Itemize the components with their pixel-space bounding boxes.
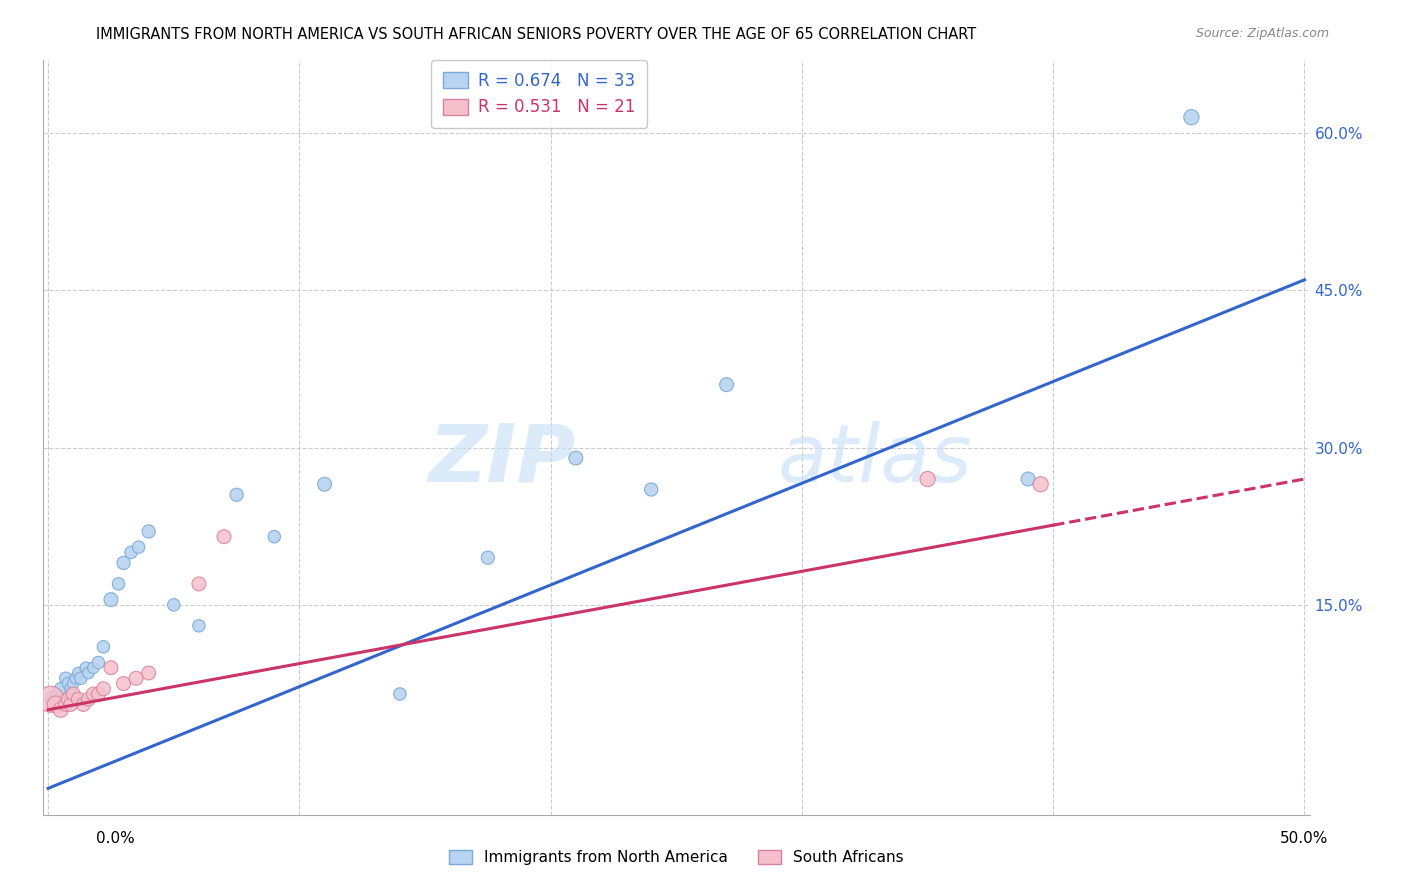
Point (100, 592, 122, 607)
Point (49, 681, 72, 696)
Point (187, 619, 209, 633)
Point (138, 665, 160, 680)
Point (55, 671, 77, 685)
Point (67, 665, 90, 680)
Point (93, 640, 115, 654)
Point (1017, 472, 1039, 486)
Point (565, 451, 588, 466)
Legend: R = 0.674   N = 33, R = 0.531   N = 21: R = 0.674 N = 33, R = 0.531 N = 21 (432, 61, 647, 128)
Point (128, 540, 150, 554)
Point (39, 692, 62, 706)
Point (477, 550, 499, 565)
Text: IMMIGRANTS FROM NORTH AMERICA VS SOUTH AFRICAN SENIORS POVERTY OVER THE AGE OF 6: IMMIGRANTS FROM NORTH AMERICA VS SOUTH A… (96, 27, 976, 42)
Point (55, 698, 77, 712)
Point (82, 687, 104, 701)
Point (107, 577, 129, 591)
Point (1180, 110, 1202, 124)
Point (314, 477, 336, 491)
Point (917, 472, 939, 486)
Point (46, 687, 69, 701)
Text: ZIP: ZIP (427, 421, 575, 499)
Text: 50.0%: 50.0% (1281, 831, 1329, 846)
Point (69, 671, 91, 685)
Point (100, 661, 122, 675)
Point (72, 698, 94, 712)
Point (263, 530, 285, 544)
Text: 0.0%: 0.0% (96, 831, 135, 846)
Point (77, 692, 100, 706)
Point (1029, 477, 1052, 491)
Point (212, 530, 235, 544)
Point (225, 488, 247, 502)
Text: atlas: atlas (778, 421, 973, 499)
Point (120, 545, 142, 559)
Point (77, 665, 100, 680)
Point (58, 692, 80, 706)
Point (49, 703, 72, 717)
Point (59, 698, 82, 712)
Point (58, 676, 80, 690)
Point (65, 671, 87, 685)
Point (125, 671, 148, 685)
Point (388, 687, 411, 701)
Point (716, 377, 738, 392)
Point (640, 483, 662, 497)
Point (93, 681, 115, 696)
Point (62, 676, 84, 690)
Point (87, 687, 110, 701)
Text: Source: ZipAtlas.com: Source: ZipAtlas.com (1195, 27, 1329, 40)
Point (82, 661, 104, 675)
Point (112, 556, 135, 570)
Point (112, 676, 135, 690)
Point (75, 661, 97, 675)
Point (45, 698, 67, 712)
Point (87, 656, 110, 670)
Point (163, 598, 186, 612)
Point (187, 577, 209, 591)
Point (67, 692, 90, 706)
Point (42, 692, 65, 706)
Point (138, 524, 160, 539)
Point (59, 681, 82, 696)
Point (62, 687, 84, 701)
